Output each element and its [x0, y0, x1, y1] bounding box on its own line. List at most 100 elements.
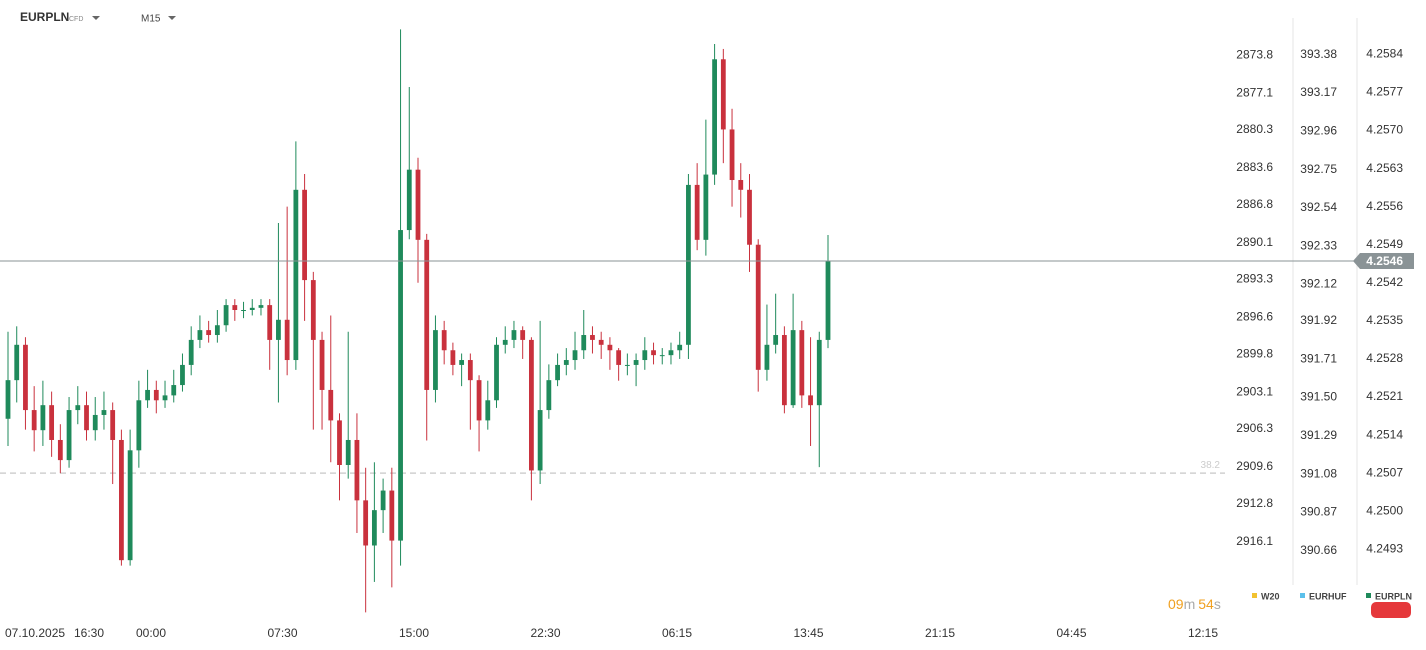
candle-body	[49, 405, 55, 440]
legend-swatch	[1366, 593, 1371, 598]
candle-body	[755, 244, 761, 370]
candle-body	[799, 330, 805, 396]
x-tick-label: 07:30	[267, 626, 297, 640]
symbol-selector[interactable]: EURPLN CFD	[20, 10, 100, 24]
candle-body	[180, 364, 185, 386]
y-tick-label: 2877.1	[1236, 85, 1273, 99]
candle-body	[494, 344, 499, 401]
y-tick-label: 392.96	[1300, 123, 1337, 137]
candle-body	[84, 405, 89, 431]
x-tick-label: 15:00	[399, 626, 429, 640]
symbol-type: CFD	[69, 16, 83, 23]
countdown-seconds: 54	[1198, 596, 1214, 612]
candle-body	[328, 389, 334, 421]
candle-body	[476, 380, 482, 421]
candle-body	[485, 400, 491, 421]
y-tick-label: 4.2556	[1366, 199, 1403, 213]
candle-body	[825, 261, 831, 340]
candle-body	[310, 280, 316, 340]
y-tick-label: 392.75	[1300, 162, 1337, 176]
candle-body	[66, 410, 72, 461]
y-tick-label: 393.38	[1300, 47, 1337, 61]
y-tick-label: 391.50	[1300, 390, 1337, 404]
candle-body	[624, 364, 630, 366]
candle-body	[563, 360, 569, 365]
candle-body	[720, 59, 726, 130]
x-tick-label: 22:30	[530, 626, 560, 640]
candle-body	[686, 184, 691, 345]
candle-body	[581, 335, 587, 351]
y-tick-label: 2883.6	[1236, 160, 1273, 174]
legend-label: W20	[1261, 591, 1280, 601]
candle-body	[293, 189, 299, 361]
legend-label: EURPLN	[1375, 591, 1412, 601]
y-tick-label: 2880.3	[1236, 122, 1273, 136]
candle-body	[40, 405, 46, 431]
x-tick-label: 16:30	[74, 626, 104, 640]
candle-body	[119, 439, 124, 561]
dropdown-caret	[168, 16, 176, 20]
candle-body	[598, 339, 604, 345]
candle-body	[546, 380, 552, 411]
candle-body	[555, 364, 560, 381]
y-tick-label: 2890.1	[1236, 235, 1273, 249]
x-tick-label: 12:15	[1188, 626, 1218, 640]
candle-body	[249, 307, 255, 310]
candle-body	[371, 510, 377, 546]
candle-body	[433, 330, 438, 390]
candle-body	[694, 184, 700, 240]
candle-body	[284, 319, 290, 361]
candle-body	[110, 410, 116, 440]
candle-body	[529, 339, 534, 471]
candle-body	[537, 410, 543, 471]
candle-body	[781, 335, 787, 406]
candle-body	[450, 350, 456, 365]
x-tick-label: 06:15	[662, 626, 692, 640]
y-tick-label: 391.71	[1300, 351, 1337, 365]
symbol: EURPLN	[20, 10, 69, 24]
candle-body	[389, 490, 395, 541]
x-tick-label: 00:00	[136, 626, 166, 640]
timeframe-selector[interactable]: M15	[141, 14, 176, 25]
timeframe: M15	[141, 14, 161, 25]
candle-body	[276, 319, 281, 340]
candle-body	[703, 174, 709, 240]
y-tick-label: 4.2577	[1366, 85, 1403, 99]
candle-body	[441, 330, 447, 351]
y-tick-label: 4.2535	[1366, 313, 1403, 327]
candle-body	[214, 325, 220, 336]
candle-body	[319, 339, 325, 390]
candle-body	[651, 350, 656, 356]
candle-body	[773, 335, 779, 345]
legend-label: EURHUF	[1309, 591, 1347, 601]
candle-body	[5, 380, 11, 419]
y-tick-label: 391.29	[1300, 428, 1337, 442]
y-tick-label: 4.2500	[1366, 503, 1403, 517]
candle-body	[747, 189, 752, 245]
price-badge	[1353, 253, 1414, 270]
candle-body	[14, 344, 20, 381]
candle-body	[808, 395, 813, 406]
y-tick-label: 4.2507	[1366, 465, 1403, 479]
y-tick-label: 390.87	[1300, 505, 1337, 519]
candle-body	[162, 395, 168, 401]
y-tick-label: 4.2514	[1366, 427, 1403, 441]
candle-body	[668, 350, 674, 356]
candle-body	[816, 339, 822, 406]
y-tick-label: 2899.8	[1236, 346, 1273, 360]
candle-body	[459, 360, 465, 365]
countdown-minutes: 09	[1168, 596, 1184, 612]
action-button[interactable]	[1371, 602, 1411, 618]
candle-body	[354, 439, 360, 501]
y-tick-label: 393.17	[1300, 85, 1337, 99]
candle-body	[127, 450, 133, 561]
x-tick-label: 07.10.2025	[5, 626, 65, 640]
candle-body	[380, 490, 386, 511]
y-tick-label: 391.08	[1300, 466, 1337, 480]
y-tick-label: 4.2584	[1366, 47, 1403, 61]
x-tick-label: 13:45	[793, 626, 823, 640]
y-tick-label: 4.2570	[1366, 123, 1403, 137]
candle-body	[267, 305, 273, 340]
candle-body	[302, 189, 307, 281]
candle-body	[145, 389, 150, 401]
